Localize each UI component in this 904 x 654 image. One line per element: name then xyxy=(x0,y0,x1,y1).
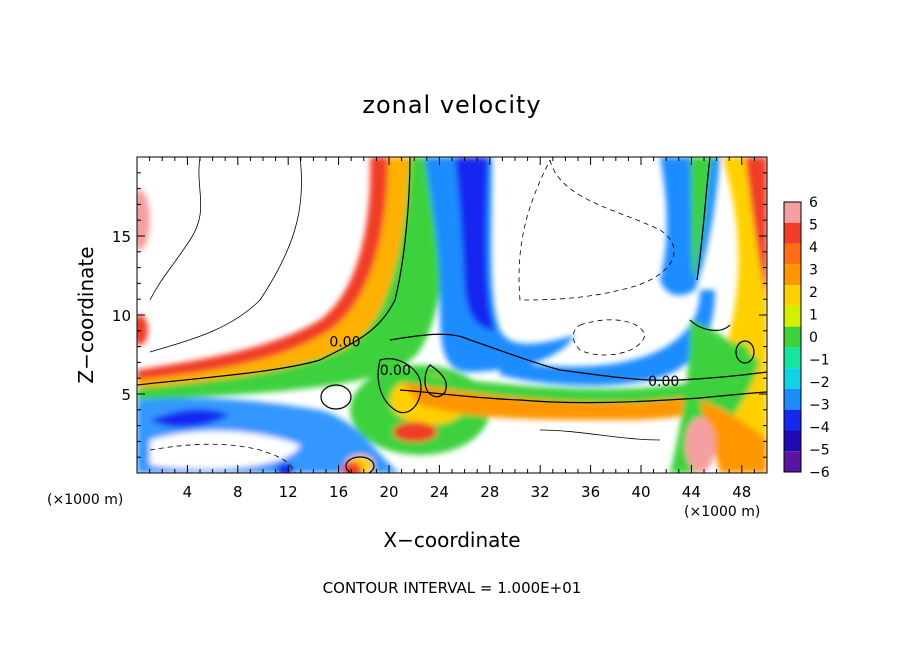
colorbar-swatch xyxy=(784,409,801,431)
colorbar-swatch xyxy=(784,388,801,410)
colorbar-label: −6 xyxy=(809,465,830,481)
y-tick-label: 5 xyxy=(121,386,131,404)
colorbar-frame xyxy=(783,201,802,473)
x-tick-label: 48 xyxy=(732,483,751,501)
y-tick-label: 10 xyxy=(112,307,131,325)
x-axis-label: X−coordinate xyxy=(383,528,520,552)
colorbar-label: 4 xyxy=(809,240,818,256)
colorbar-swatch xyxy=(784,222,801,244)
colorbar-label: 2 xyxy=(809,285,818,301)
x-tick-label: 28 xyxy=(480,483,499,501)
x-tick-label: 24 xyxy=(430,483,449,501)
colorbar-label: 0 xyxy=(809,330,818,346)
colorbar-label: −5 xyxy=(809,443,830,459)
colorbar-swatch xyxy=(784,368,801,389)
colorbar-label: 6 xyxy=(809,195,818,211)
colorbar-label: −4 xyxy=(809,420,830,436)
colorbar-swatch xyxy=(784,243,801,265)
contour-label: 0.00 xyxy=(380,363,411,379)
colorbar-swatch xyxy=(784,285,801,306)
x-tick-label: 44 xyxy=(682,483,701,501)
y-tick-label: 15 xyxy=(112,228,131,246)
colorbar-swatch xyxy=(784,305,801,327)
x-tick-label: 20 xyxy=(379,483,398,501)
x-tick-label: 12 xyxy=(279,483,298,501)
contour-interval-note: CONTOUR INTERVAL = 1.000E+01 xyxy=(323,579,582,597)
colorbar: 6 5 4 3 2 1 0 −1 −2 −3 −4 −5 −6 xyxy=(783,195,830,481)
colorbar-label: −1 xyxy=(809,353,830,369)
colorbar-label: 3 xyxy=(809,263,818,279)
colorbar-swatch xyxy=(784,326,801,348)
x-tick-label: 4 xyxy=(183,483,193,501)
x-tick-label: 32 xyxy=(531,483,550,501)
plot-field: 0.00 0.00 0.00 xyxy=(137,157,767,473)
x-tick-label: 40 xyxy=(631,483,650,501)
contour-label: 0.00 xyxy=(329,335,360,351)
colorbar-label: 5 xyxy=(809,218,818,234)
colorbar-label: −3 xyxy=(809,398,830,414)
chart-title: zonal velocity xyxy=(362,91,541,119)
colorbar-swatch xyxy=(784,202,801,223)
x-tick-label: 8 xyxy=(233,483,243,501)
x-unit-label-left: (×1000 m) xyxy=(47,492,123,508)
colorbar-swatch xyxy=(784,347,801,369)
colorbar-swatch xyxy=(784,430,801,452)
colorbar-swatch xyxy=(784,264,801,286)
colorbar-label: 1 xyxy=(809,308,818,324)
x-unit-label-right: (×1000 m) xyxy=(684,504,760,520)
x-tick-label: 36 xyxy=(581,483,600,501)
colorbar-label: −2 xyxy=(809,375,830,391)
contour-label: 0.00 xyxy=(648,374,679,390)
x-tick-label: 16 xyxy=(329,483,348,501)
y-axis-label: Z−coordinate xyxy=(74,246,98,383)
colorbar-swatch xyxy=(784,451,801,472)
